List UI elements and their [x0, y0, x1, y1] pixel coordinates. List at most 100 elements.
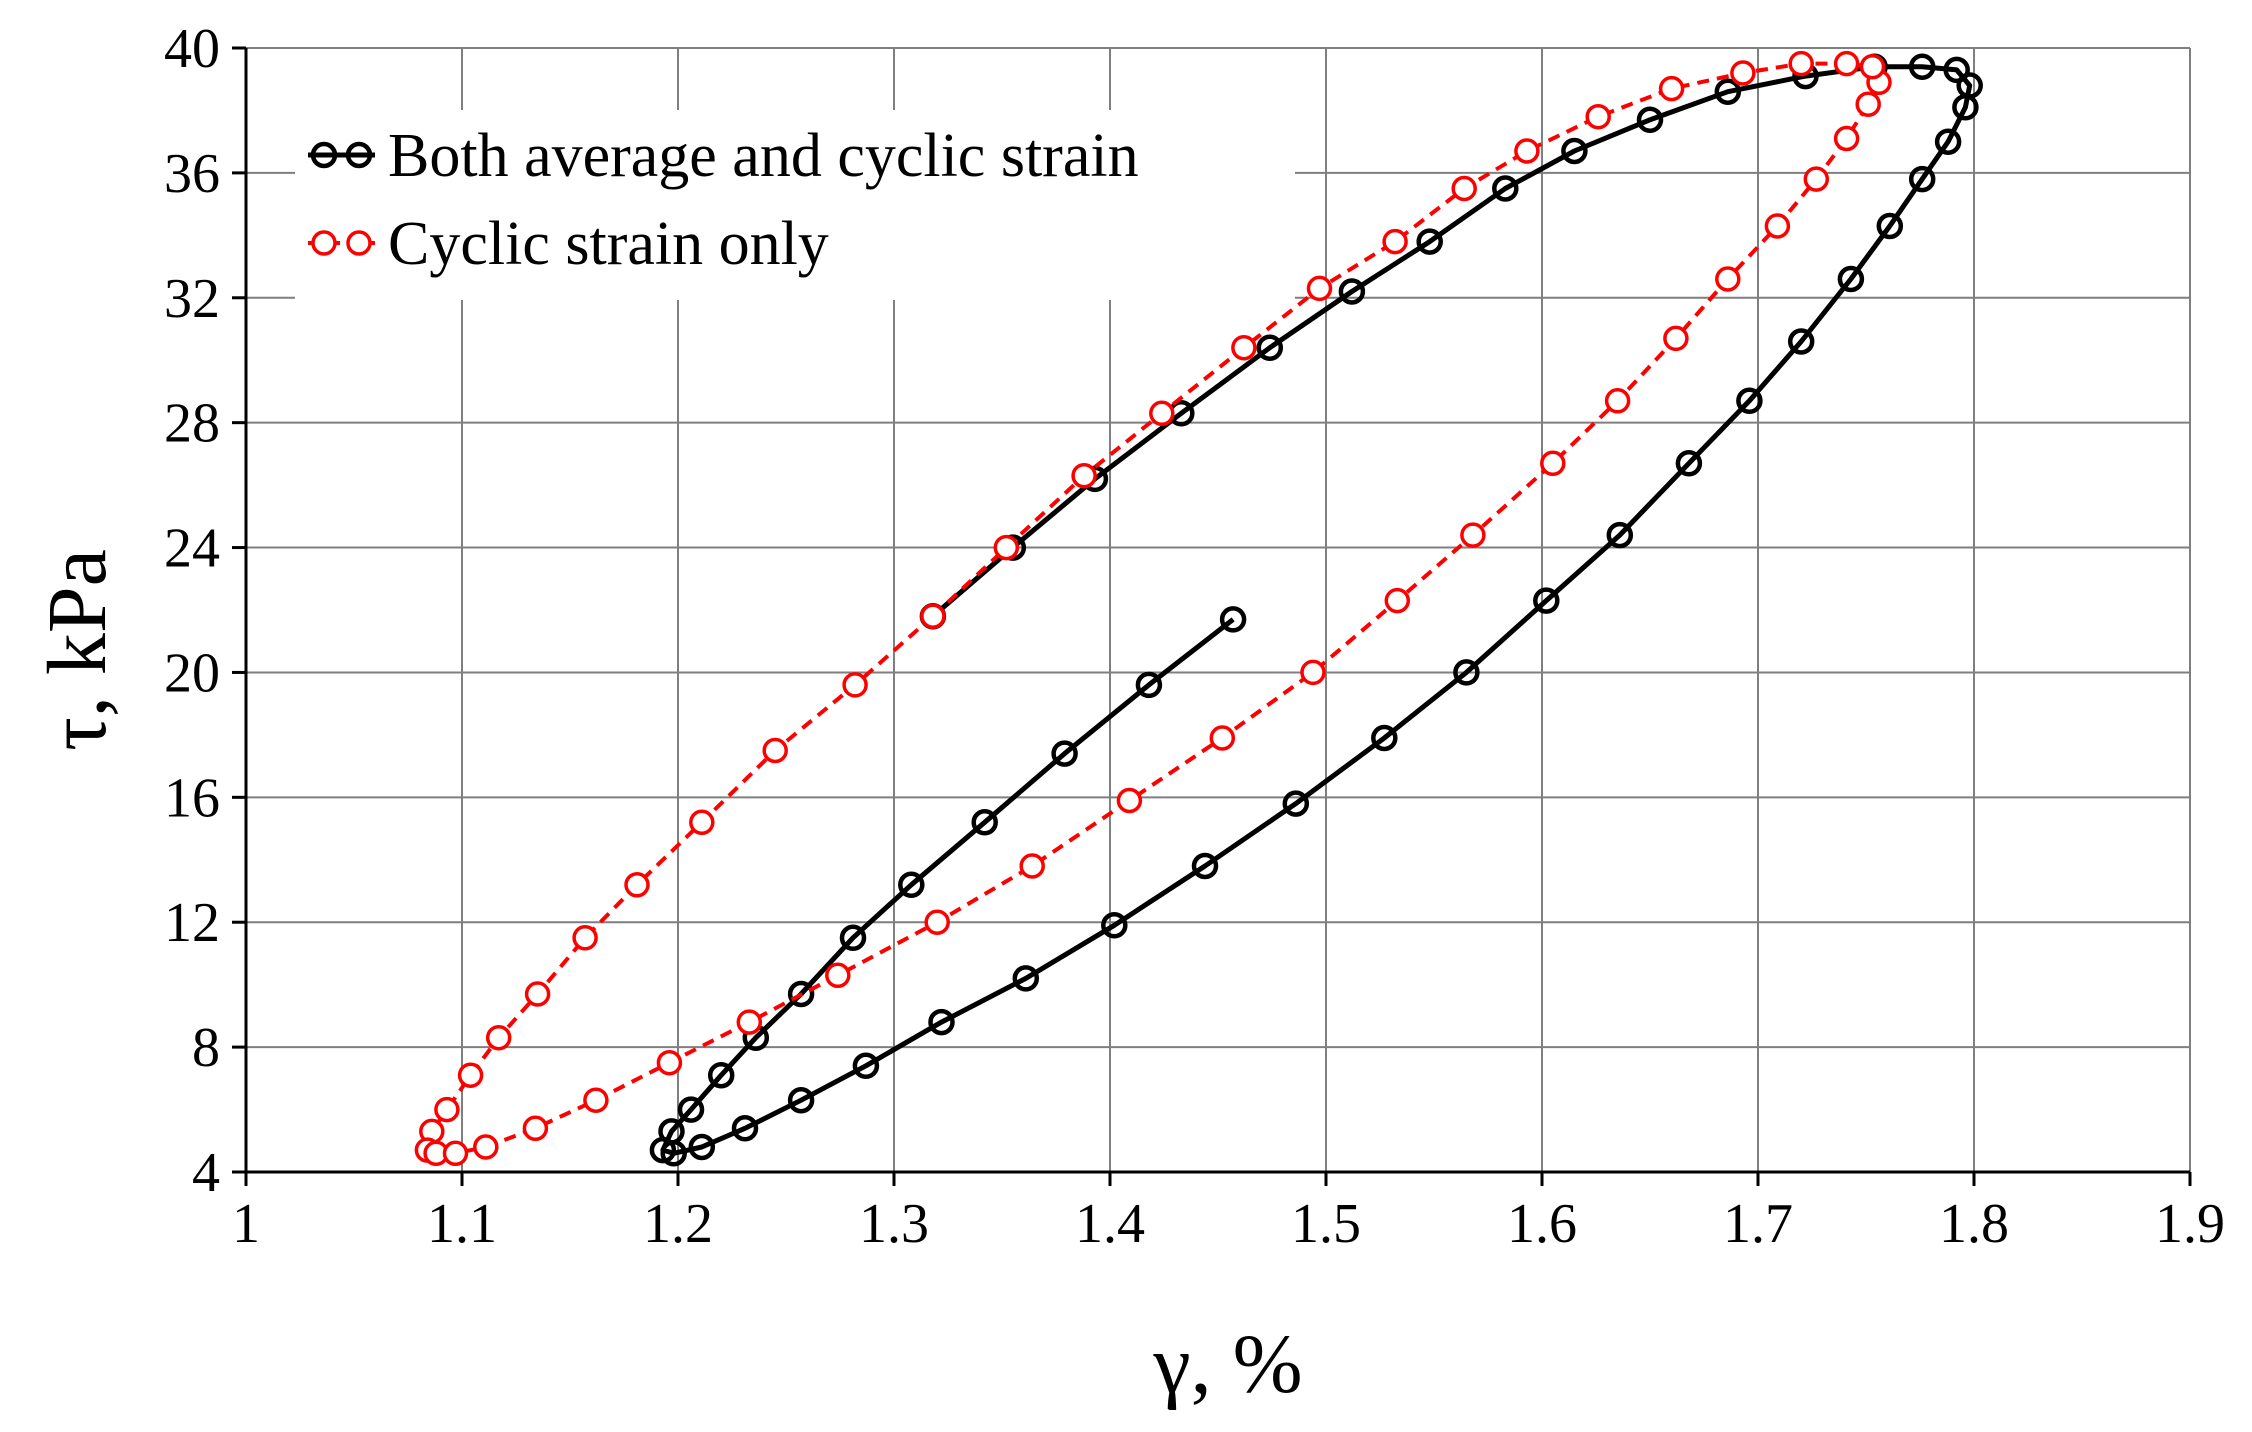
series-1-point-14: [473, 1134, 499, 1160]
series-1-point-47: [1149, 400, 1175, 427]
tick-labels: 1 1.1 1.2 1.3 1.4 1.5 1.6 1.7 1.8 1.9 4 8 12 16 20 24 28…: [164, 18, 2225, 1255]
y-tick-label-2: 12: [164, 892, 220, 954]
series-0-point-9: [677, 1096, 705, 1123]
series-1-point-3: [689, 809, 715, 836]
y-tick-label-3: 16: [164, 767, 220, 829]
series-0-point-32: [1934, 128, 1962, 155]
series-1-point-5: [572, 925, 598, 951]
series-1-point-45: [1306, 275, 1333, 302]
series-1-point-25: [1384, 587, 1411, 614]
series-1-point-8: [457, 1062, 484, 1088]
series-1-point-9: [434, 1096, 460, 1123]
series-1-point-42: [1514, 138, 1540, 164]
x-tick-label-8: 1.8: [1939, 1193, 2009, 1255]
x-tick-label-3: 1.3: [859, 1193, 929, 1255]
series-1-point-17: [656, 1049, 683, 1076]
series-0-point-1: [1135, 671, 1163, 699]
series-0-point-18: [1012, 965, 1040, 992]
series-0-point-25: [1606, 521, 1634, 549]
series-1-point-15: [522, 1115, 549, 1142]
series-1-point-46: [1231, 334, 1257, 361]
x-tick-label-0: 1: [232, 1193, 260, 1255]
series-group: [414, 50, 1983, 1167]
series-1-point-39: [1730, 60, 1756, 86]
series-1-point-23: [1209, 725, 1236, 751]
series-0-point-41: [1561, 137, 1588, 165]
series-0-point-28: [1787, 328, 1815, 355]
series-1-point-7: [485, 1024, 512, 1051]
series-1-point-48: [1071, 462, 1097, 489]
x-tick-label-5: 1.5: [1291, 1193, 1361, 1255]
series-1-point-13: [442, 1140, 469, 1167]
series-0-point-14: [731, 1115, 759, 1142]
series-1-point-37: [1833, 50, 1860, 77]
series-1-point-30: [1715, 266, 1741, 292]
y-tick-label-9: 40: [164, 18, 220, 80]
x-axis-title: γ, %: [1152, 1318, 1302, 1411]
series-0-point-45: [1256, 334, 1284, 361]
legend-marker-cyclic-right: [346, 230, 372, 256]
series-0-point-3: [971, 809, 998, 836]
y-tick-label-1: 8: [192, 1017, 220, 1079]
legend-label-both: Both average and cyclic strain: [388, 122, 1139, 190]
x-tick-label-2: 1.2: [643, 1193, 713, 1255]
series-0-point-22: [1371, 724, 1398, 752]
series-1-point-33: [1833, 125, 1860, 152]
series-1-point-21: [1019, 853, 1045, 879]
series-1-point-18: [736, 1009, 763, 1035]
series-1-point-49: [993, 534, 1020, 561]
series-line-0: [660, 64, 1973, 1156]
series-0-point-6: [787, 980, 815, 1008]
series-0-point-31: [1908, 165, 1936, 193]
legend-entry-both: Both average and cyclic strain: [308, 122, 1139, 190]
series-0-point-15: [787, 1086, 815, 1114]
series-0-point-36: [1908, 53, 1936, 80]
series-0-point-34: [1956, 72, 1983, 99]
series-0: [649, 53, 1983, 1167]
series-1-point-29: [1663, 325, 1689, 352]
series-0-point-24: [1533, 587, 1560, 614]
series-1-point-22: [1116, 787, 1143, 814]
series-0-point-21: [1282, 790, 1310, 817]
series-0-point-11: [649, 1136, 677, 1164]
y-tick-label-4: 20: [164, 642, 220, 704]
series-0-point-40: [1636, 106, 1664, 134]
x-tick-label-1: 1.1: [427, 1193, 497, 1255]
series-1-point-19: [825, 962, 851, 989]
series-0-point-42: [1492, 175, 1519, 202]
series-1-point-44: [1382, 228, 1408, 255]
x-tick-label-7: 1.7: [1723, 1193, 1793, 1255]
y-tick-label-7: 32: [164, 268, 220, 330]
series-0-point-20: [1191, 852, 1219, 880]
y-tick-label-0: 4: [192, 1142, 220, 1204]
x-tick-label-6: 1.6: [1507, 1193, 1577, 1255]
series-0-point-29: [1837, 265, 1865, 293]
series-0-point-44: [1338, 278, 1366, 305]
series-1-point-6: [524, 981, 551, 1007]
x-tick-label-9: 1.9: [2155, 1193, 2225, 1255]
series-1-point-34: [1855, 91, 1881, 117]
legend-marker-both-left: [310, 141, 338, 169]
series-0-point-13: [688, 1133, 716, 1161]
series-0-point-0: [1219, 606, 1247, 633]
series-1-point-32: [1803, 166, 1830, 192]
series-1-point-31: [1764, 213, 1791, 239]
y-tick-label-8: 36: [164, 143, 220, 205]
series-1-point-16: [583, 1087, 609, 1113]
y-axis-title: τ, kPa: [31, 549, 124, 751]
series-0-point-8: [707, 1061, 735, 1089]
legend-marker-cyclic-left: [311, 230, 337, 256]
series-1-point-38: [1788, 50, 1814, 77]
series-1-point-36: [1859, 53, 1886, 80]
series-1-point-28: [1604, 388, 1631, 414]
series-1-point-20: [924, 909, 950, 935]
series-0-point-16: [852, 1052, 880, 1080]
series-1: [414, 50, 1892, 1167]
series-1-point-27: [1540, 450, 1566, 477]
legend: Both average and cyclic strain Cyclic st…: [295, 110, 1295, 300]
series-0-point-19: [1101, 912, 1128, 939]
series-1-point-24: [1300, 659, 1326, 686]
series-0-point-23: [1453, 659, 1480, 686]
series-1-point-4: [624, 872, 650, 898]
series-0-point-5: [839, 924, 867, 952]
